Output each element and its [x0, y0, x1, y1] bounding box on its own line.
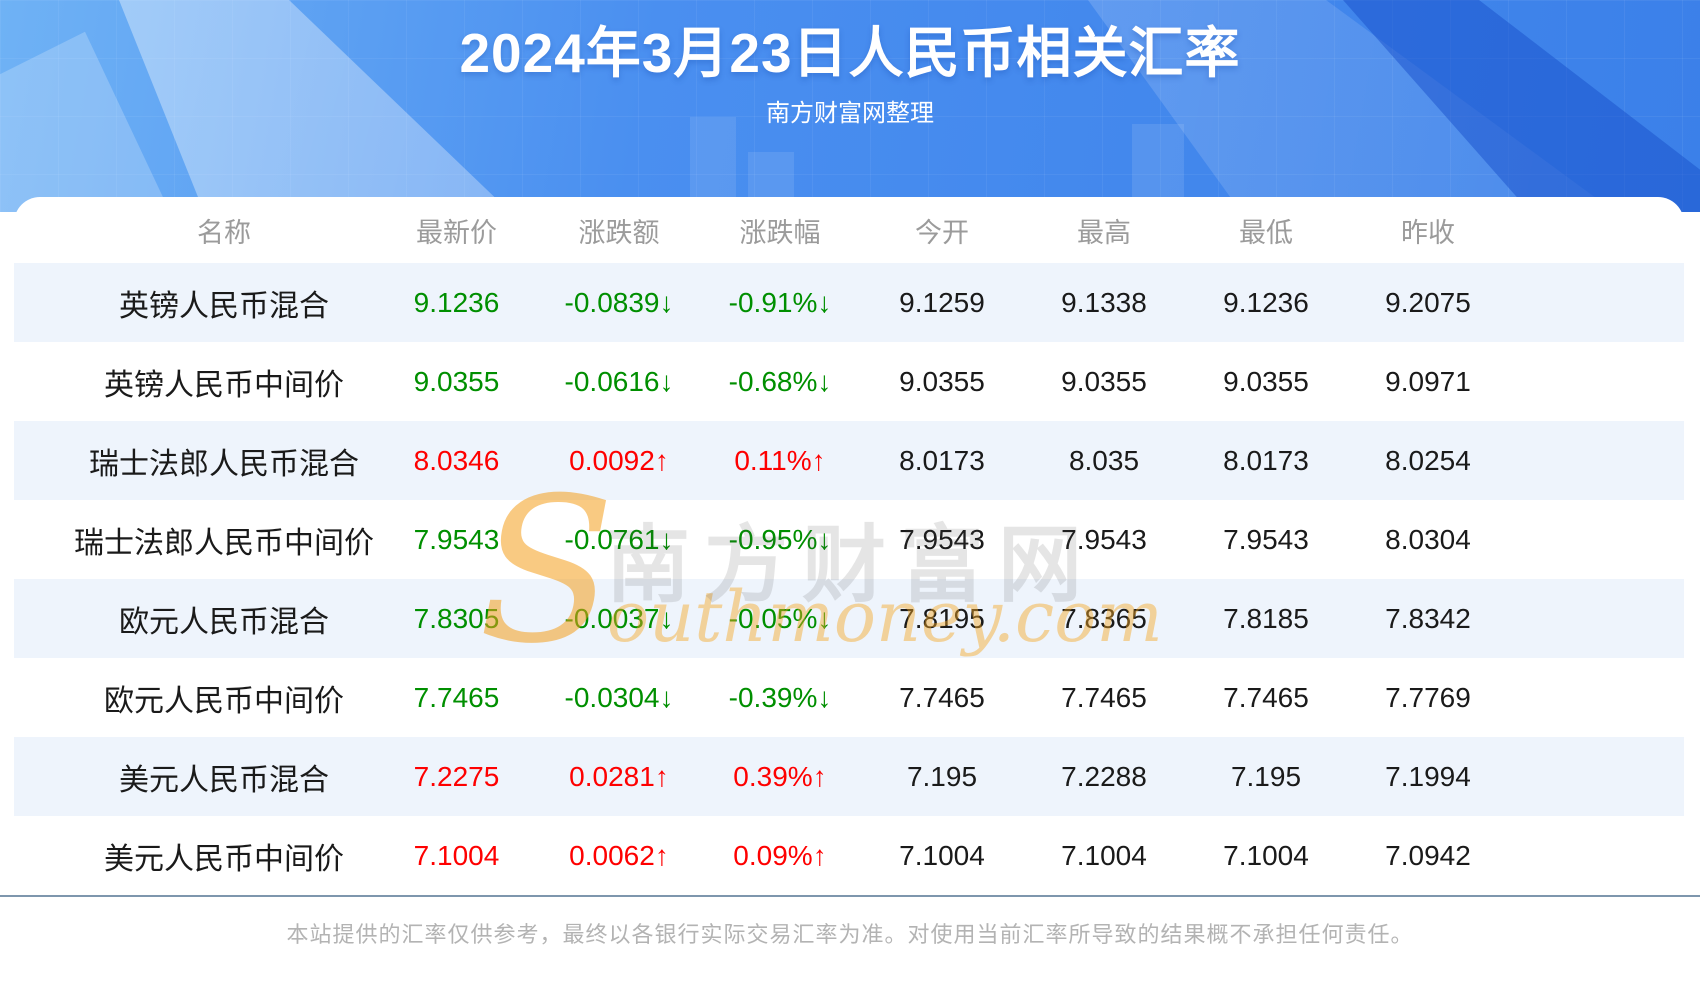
table-row: 瑞士法郎人民币混合 8.0346 0.0092↑ 0.11%↑ 8.0173 8.035 8…: [14, 421, 1684, 500]
cell-name: 英镑人民币混合: [119, 289, 329, 323]
cell-open: 7.1004: [899, 839, 985, 871]
cell-low: 9.0355: [1223, 365, 1309, 397]
cell-high: 7.2288: [1061, 760, 1147, 792]
cell-spacer: [1509, 816, 1684, 895]
cell-pct: -0.68%↓: [728, 365, 832, 397]
cell-name: 欧元人民币中间价: [104, 684, 344, 718]
cell-change: -0.0616↓: [564, 365, 674, 397]
table-row: 美元人民币中间价 7.1004 0.0062↑ 0.09%↑ 7.1004 7.1004 7…: [14, 816, 1684, 895]
col-header-prev: 昨收: [1401, 217, 1455, 248]
cell-low: 7.9543: [1223, 523, 1309, 555]
cell-high: 9.0355: [1061, 365, 1147, 397]
cell-latest: 7.9543: [413, 523, 500, 555]
cell-name: 瑞士法郎人民币混合: [89, 447, 359, 481]
cell-name: 英镑人民币中间价: [104, 368, 344, 402]
cell-high: 8.035: [1068, 444, 1140, 476]
cell-high: 7.1004: [1061, 839, 1147, 871]
col-header-name: 名称: [197, 217, 251, 248]
cell-prev: 7.0942: [1385, 839, 1471, 871]
table-row: 英镑人民币中间价 9.0355 -0.0616↓ -0.68%↓ 9.0355 9.035…: [14, 342, 1684, 421]
col-header-high: 最高: [1077, 217, 1131, 248]
cell-spacer: [1509, 658, 1684, 737]
cell-high: 7.8365: [1061, 602, 1147, 634]
cell-spacer: [1509, 263, 1684, 342]
rates-card: 名称 最新价 涨跌额 涨跌幅 今开 最高 最低 昨收 英镑人民币混合 9.1236…: [14, 197, 1684, 895]
cell-name: 瑞士法郎人民币中间价: [74, 526, 374, 560]
page-title: 2024年3月23日人民币相关汇率: [459, 22, 1241, 84]
col-header-latest: 最新价: [416, 217, 497, 248]
cell-low: 7.1004: [1223, 839, 1309, 871]
cell-prev: 9.2075: [1385, 286, 1471, 318]
cell-prev: 8.0304: [1385, 523, 1471, 555]
table-row: 英镑人民币混合 9.1236 -0.0839↓ -0.91%↓ 9.1259 9.1338…: [14, 263, 1684, 342]
rates-table: 名称 最新价 涨跌额 涨跌幅 今开 最高 最低 昨收 英镑人民币混合 9.1236…: [14, 197, 1684, 895]
cell-pct: -0.39%↓: [728, 681, 832, 713]
col-header-pct: 涨跌幅: [739, 217, 821, 248]
cell-name: 欧元人民币混合: [119, 605, 329, 639]
cell-high: 7.7465: [1061, 681, 1147, 713]
cell-prev: 7.7769: [1385, 681, 1471, 713]
col-header-change: 涨跌额: [578, 217, 660, 248]
cell-latest: 9.0355: [413, 365, 500, 397]
col-header-open: 今开: [915, 217, 969, 248]
table-row: 美元人民币混合 7.2275 0.0281↑ 0.39%↑ 7.195 7.2288 7.1…: [14, 737, 1684, 816]
cell-pct: -0.95%↓: [728, 523, 832, 555]
col-header-spacer: [1509, 197, 1684, 263]
cell-open: 7.8195: [899, 602, 985, 634]
cell-latest: 7.7465: [413, 681, 500, 713]
cell-name: 美元人民币中间价: [104, 842, 344, 876]
cell-open: 7.9543: [899, 523, 985, 555]
cell-pct: -0.05%↓: [728, 602, 832, 634]
cell-pct: 0.39%↑: [733, 760, 827, 792]
cell-prev: 9.0971: [1385, 365, 1471, 397]
hero-banner: 2024年3月23日人民币相关汇率 南方财富网整理: [0, 0, 1700, 212]
cell-latest: 7.1004: [413, 839, 500, 871]
cell-prev: 7.8342: [1385, 602, 1471, 634]
cell-pct: 0.11%↑: [734, 444, 826, 476]
footer-divider: [0, 895, 1700, 897]
table-row: 欧元人民币中间价 7.7465 -0.0304↓ -0.39%↓ 7.7465 7.746…: [14, 658, 1684, 737]
cell-open: 7.7465: [899, 681, 985, 713]
cell-change: 0.0281↑: [569, 760, 669, 792]
cell-spacer: [1509, 421, 1684, 500]
cell-low: 7.7465: [1223, 681, 1309, 713]
cell-open: 9.0355: [899, 365, 985, 397]
col-header-low: 最低: [1239, 217, 1293, 248]
cell-open: 9.1259: [899, 286, 985, 318]
footer-disclaimer: 本站提供的汇率仅供参考，最终以各银行实际交易汇率为准。对使用当前汇率所导致的结果…: [286, 922, 1414, 947]
cell-latest: 8.0346: [413, 444, 500, 476]
cell-low: 7.195: [1230, 760, 1302, 792]
cell-latest: 9.1236: [413, 286, 500, 318]
page-subtitle: 南方财富网整理: [766, 100, 934, 127]
cell-change: -0.0839↓: [564, 286, 674, 318]
cell-spacer: [1509, 342, 1684, 421]
cell-low: 8.0173: [1223, 444, 1309, 476]
cell-high: 7.9543: [1061, 523, 1147, 555]
cell-pct: -0.91%↓: [728, 286, 832, 318]
cell-latest: 7.2275: [413, 760, 500, 792]
cell-spacer: [1509, 737, 1684, 816]
hero-bar-chart-decoration: [690, 117, 736, 212]
cell-low: 9.1236: [1223, 286, 1309, 318]
table-header-row: 名称 最新价 涨跌额 涨跌幅 今开 最高 最低 昨收: [14, 197, 1684, 263]
cell-high: 9.1338: [1061, 286, 1147, 318]
cell-spacer: [1509, 579, 1684, 658]
cell-latest: 7.8305: [413, 602, 500, 634]
cell-pct: 0.09%↑: [733, 839, 827, 871]
cell-spacer: [1509, 500, 1684, 579]
table-row: 瑞士法郎人民币中间价 7.9543 -0.0761↓ -0.95%↓ 7.9543 7.9…: [14, 500, 1684, 579]
cell-low: 7.8185: [1223, 602, 1309, 634]
cell-change: -0.0037↓: [564, 602, 674, 634]
cell-change: 0.0062↑: [569, 839, 669, 871]
table-row: 欧元人民币混合 7.8305 -0.0037↓ -0.05%↓ 7.8195 7.8365…: [14, 579, 1684, 658]
cell-prev: 8.0254: [1385, 444, 1471, 476]
cell-change: -0.0761↓: [564, 523, 674, 555]
cell-name: 美元人民币混合: [119, 763, 329, 797]
cell-change: -0.0304↓: [564, 681, 674, 713]
cell-prev: 7.1994: [1385, 760, 1471, 792]
cell-change: 0.0092↑: [569, 444, 669, 476]
cell-open: 7.195: [906, 760, 978, 792]
cell-open: 8.0173: [899, 444, 985, 476]
